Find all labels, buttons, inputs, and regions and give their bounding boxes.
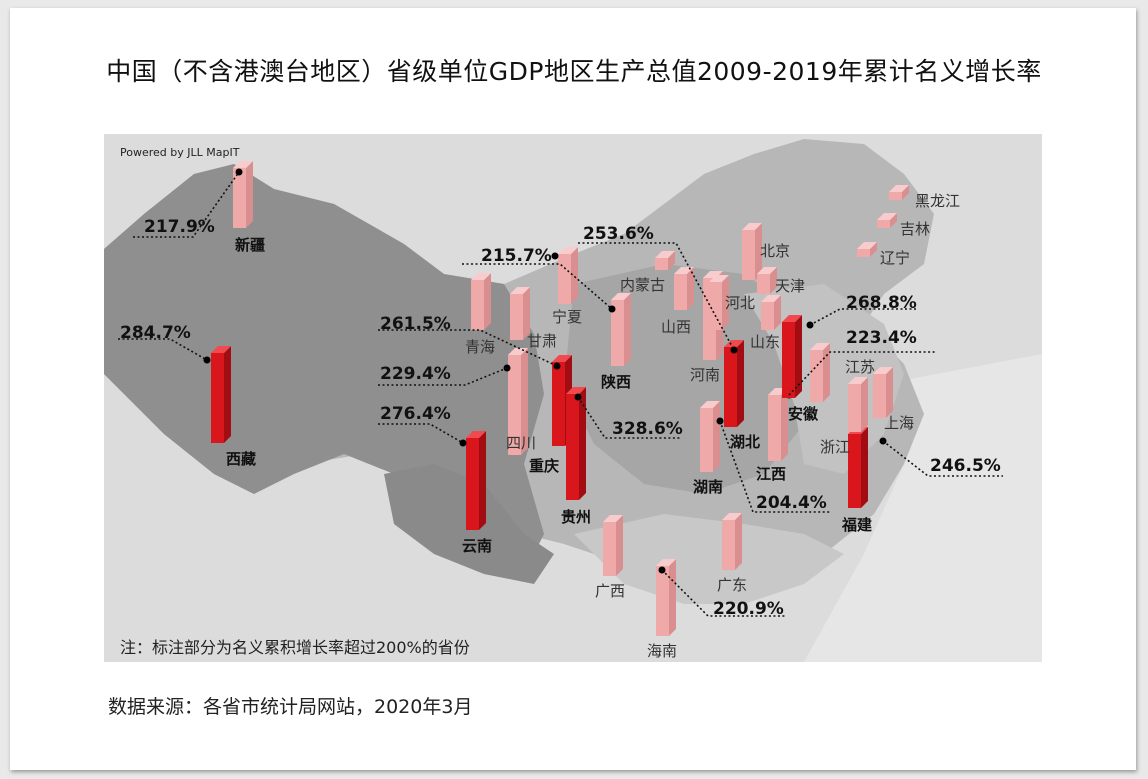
pct-shaanxi: 253.6% bbox=[583, 224, 654, 244]
label-shaanxi: 陕西 bbox=[601, 373, 632, 391]
label-zhejiang: 浙江 bbox=[820, 438, 851, 456]
pct-jiangxi: 223.4% bbox=[846, 328, 917, 348]
label-guizhou: 贵州 bbox=[561, 508, 592, 526]
pct-hainan: 220.9% bbox=[713, 599, 784, 619]
pct-anhui: 268.8% bbox=[846, 293, 917, 313]
pct-yunnan: 276.4% bbox=[380, 404, 451, 424]
label-neimenggu: 内蒙古 bbox=[620, 276, 666, 294]
label-hainan: 海南 bbox=[647, 642, 678, 660]
label-hunan: 湖南 bbox=[693, 478, 724, 496]
legend-jilin: 吉林 bbox=[900, 220, 931, 238]
legend-heilongjiang: 黑龙江 bbox=[915, 192, 961, 210]
label-hubei: 湖北 bbox=[730, 433, 761, 451]
map-background bbox=[104, 134, 1042, 662]
chart-note: 注：标注部分为名义累积增长率超过200%的省份 bbox=[120, 638, 470, 657]
label-sichuan: 四川 bbox=[506, 434, 537, 452]
powered-by: Powered by JLL MapIT bbox=[120, 146, 240, 159]
legend-liaoning: 辽宁 bbox=[880, 249, 911, 267]
label-ningxia: 宁夏 bbox=[552, 308, 583, 326]
label-anhui: 安徽 bbox=[788, 405, 819, 423]
pct-xizang: 284.7% bbox=[120, 323, 191, 343]
label-xinjiang: 新疆 bbox=[235, 236, 266, 254]
label-guangxi: 广西 bbox=[595, 582, 626, 600]
label-jiangxi: 江西 bbox=[756, 465, 787, 483]
label-gansu: 甘肃 bbox=[527, 332, 558, 350]
label-fujian: 福建 bbox=[842, 516, 873, 534]
label-jiangsu: 江苏 bbox=[845, 358, 876, 376]
pct-chongqing: 261.5% bbox=[380, 314, 451, 334]
label-shanghai: 上海 bbox=[884, 414, 915, 432]
label-henan: 河南 bbox=[690, 366, 721, 384]
label-guangdong: 广东 bbox=[717, 576, 748, 594]
pct-xinjiang: 217.9% bbox=[144, 217, 215, 237]
pct-fujian: 246.5% bbox=[930, 456, 1001, 476]
label-beijing: 北京 bbox=[760, 242, 791, 260]
label-tianjin: 天津 bbox=[775, 277, 806, 295]
data-source: 数据来源：各省市统计局网站，2020年3月 bbox=[108, 696, 473, 718]
label-qinghai: 青海 bbox=[465, 338, 496, 356]
label-hebei: 河北 bbox=[725, 294, 756, 312]
label-yunnan: 云南 bbox=[462, 537, 493, 555]
label-xizang: 西藏 bbox=[226, 450, 257, 468]
map-area bbox=[104, 134, 1042, 662]
pct-ningxia: 215.7% bbox=[481, 246, 552, 266]
pct-sichuan: 229.4% bbox=[380, 364, 451, 384]
label-shanxi: 山西 bbox=[661, 318, 692, 336]
label-shandong: 山东 bbox=[750, 333, 781, 351]
chart-title: 中国（不含港澳台地区）省级单位GDP地区生产总值2009-2019年累计名义增长… bbox=[106, 57, 1042, 86]
pct-hunan: 204.4% bbox=[756, 493, 827, 513]
pct-guizhou: 328.6% bbox=[612, 419, 683, 439]
label-chongqing: 重庆 bbox=[529, 457, 560, 475]
